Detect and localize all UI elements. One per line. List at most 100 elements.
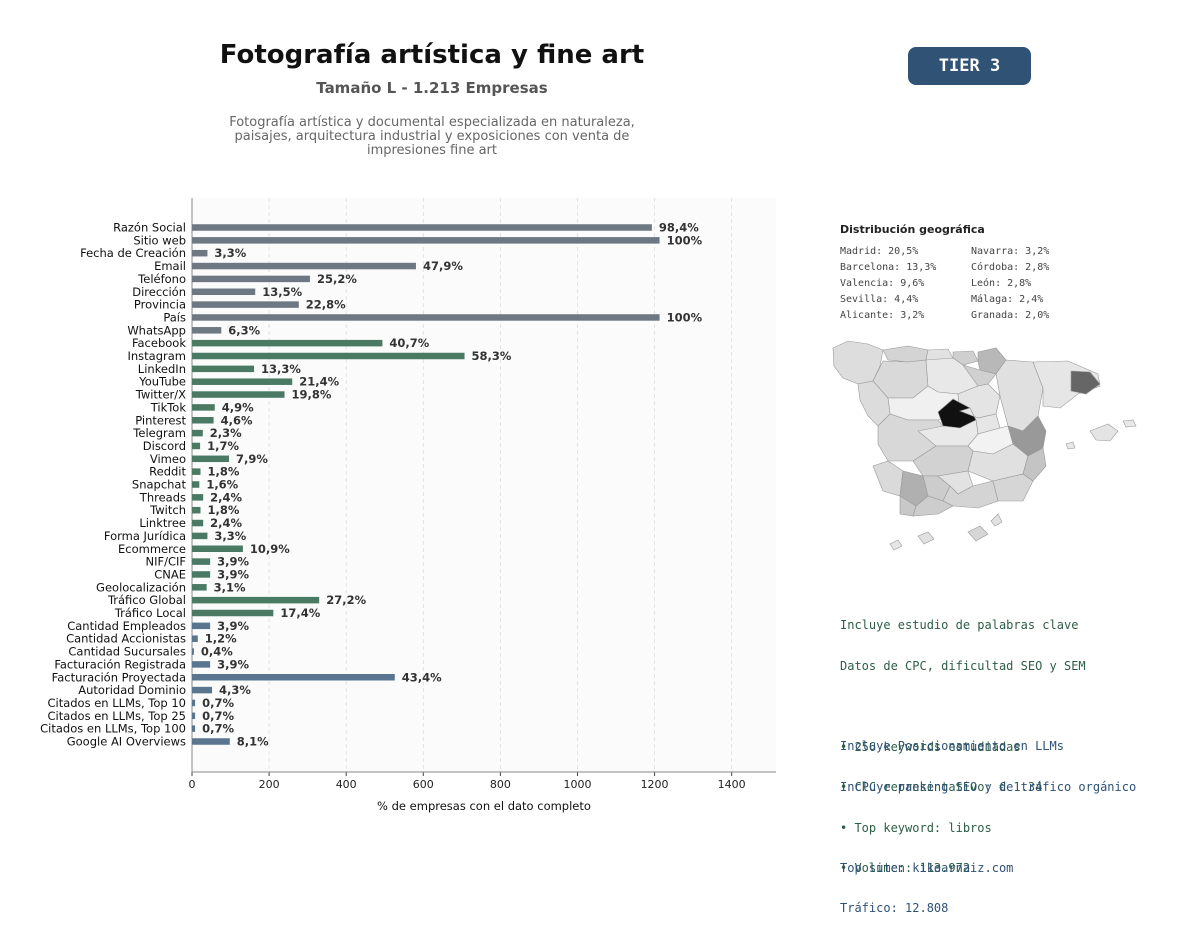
value-label: 0,7%	[202, 696, 234, 710]
geo-title: Distribución geográfica	[840, 223, 985, 236]
bar	[192, 674, 395, 681]
value-label: 19,8%	[292, 388, 332, 402]
category-label: Twitter/X	[135, 388, 186, 402]
category-label: CNAE	[154, 567, 186, 581]
category-label: Razón Social	[113, 221, 186, 235]
category-label: Discord	[143, 439, 186, 453]
bar	[192, 378, 293, 385]
map-region-barcelona	[1070, 370, 1101, 395]
spain-map	[832, 340, 1137, 551]
bar	[192, 404, 215, 411]
map-region-canary-far	[990, 513, 1003, 527]
value-label: 1,7%	[207, 439, 239, 453]
category-label: Citados en LLMs, Top 10	[47, 696, 186, 710]
bar	[192, 635, 198, 642]
category-label: Autoridad Dominio	[78, 683, 186, 697]
map-region-canary-mid	[917, 531, 935, 545]
x-tick-label: 1200	[641, 778, 669, 791]
bar	[192, 314, 660, 321]
bar	[192, 301, 299, 308]
value-label: 13,3%	[261, 362, 301, 376]
category-label: Cantidad Empleados	[67, 619, 186, 633]
value-label: 3,3%	[214, 246, 246, 260]
bar	[192, 365, 255, 373]
category-label: Reddit	[149, 465, 186, 479]
category-label: Twitch	[149, 503, 186, 517]
bar	[192, 442, 201, 450]
category-label: NIF/CIF	[145, 555, 186, 569]
value-label: 0,7%	[202, 722, 234, 736]
value-label: 6,3%	[228, 323, 260, 337]
value-label: 3,9%	[217, 657, 249, 671]
bar	[192, 429, 203, 437]
geo-item: Alicante: 3,2%	[840, 310, 925, 321]
x-tick-label: 800	[490, 778, 511, 791]
bar-chart: 0 200 400 600 800 1000 1200 1400 Razón Social 98,…	[40, 198, 776, 813]
map-region-basque	[952, 350, 979, 366]
keywords-block: Incluye estudio de palabras clave Datos …	[840, 592, 1086, 889]
bar	[192, 468, 201, 475]
value-label: 3,3%	[214, 529, 246, 543]
x-tick-label: 0	[189, 778, 196, 791]
llm-block: Incluye Posicionamiento en LLMs Incluye …	[840, 713, 1136, 929]
category-label: Facebook	[132, 336, 186, 350]
bar	[192, 327, 222, 334]
value-label: 0,4%	[201, 645, 233, 659]
llm-line	[840, 821, 1136, 835]
bar	[192, 584, 207, 591]
bar	[192, 661, 211, 668]
geo-item: Barcelona: 13,3%	[840, 262, 937, 273]
x-tick-label: 1000	[563, 778, 591, 791]
category-label: Instagram	[127, 349, 186, 363]
bar	[192, 339, 383, 347]
bar	[192, 545, 243, 552]
category-label: Provincia	[134, 298, 186, 312]
page-title: Fotografía artística y fine art	[219, 40, 645, 70]
geo-item: Granada: 2,0%	[971, 310, 1050, 321]
bar	[192, 648, 194, 655]
value-label: 4,3%	[219, 683, 251, 697]
bar	[192, 262, 416, 270]
category-label: Facturación Registrada	[54, 657, 186, 671]
bar	[192, 481, 200, 488]
bar	[192, 725, 196, 732]
value-label: 2,4%	[210, 516, 242, 530]
value-label: 25,2%	[317, 272, 357, 286]
category-label: Tráfico Local	[114, 606, 186, 620]
x-tick-label: 200	[259, 778, 280, 791]
keywords-line: Incluye estudio de palabras clave	[840, 618, 1079, 632]
value-label: 100%	[667, 310, 703, 324]
category-label: Forma Jurídica	[104, 529, 186, 543]
x-tick-label: 400	[336, 778, 357, 791]
value-label: 1,8%	[207, 465, 239, 479]
bar	[192, 738, 230, 745]
category-label: Linktree	[139, 516, 186, 530]
keywords-line: • Volumen: 113.972	[840, 861, 971, 875]
category-label: Telegram	[132, 426, 186, 440]
description-line: impresiones fine art	[366, 143, 498, 158]
category-label: Geolocalización	[96, 580, 186, 594]
category-label: Dirección	[132, 285, 186, 299]
category-label: Sitio web	[133, 233, 186, 247]
category-label: Snapchat	[132, 478, 187, 492]
value-label: 8,1%	[237, 735, 269, 749]
category-label: País	[163, 310, 186, 324]
tier-badge: TIER 3	[908, 47, 1031, 85]
category-label: TikTok	[150, 400, 187, 414]
bar	[192, 417, 214, 424]
geo-item: León: 2,8%	[971, 278, 1032, 289]
bar	[192, 352, 465, 360]
category-label: Fecha de Creación	[80, 246, 186, 260]
value-label: 1,6%	[206, 478, 238, 492]
geo-item: Córdoba: 2,8%	[971, 262, 1050, 273]
category-label: LinkedIn	[138, 362, 186, 376]
value-label: 22,8%	[306, 298, 346, 312]
value-label: 10,9%	[250, 542, 290, 556]
category-label: YouTube	[138, 375, 186, 389]
value-label: 7,9%	[236, 452, 268, 466]
value-label: 58,3%	[472, 349, 512, 363]
map-region-mallorca	[1089, 423, 1119, 442]
geo-item: Madrid: 20,5%	[840, 246, 919, 257]
value-label: 98,4%	[659, 221, 699, 235]
value-label: 2,3%	[210, 426, 242, 440]
